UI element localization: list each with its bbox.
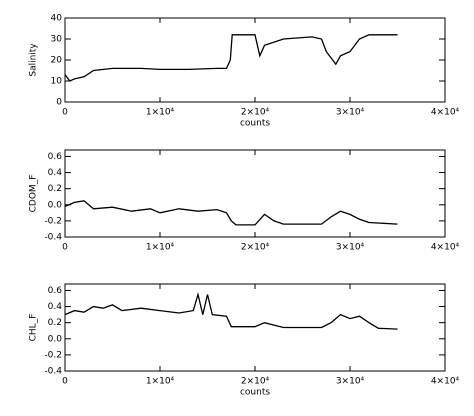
x-tick-label: 2×10⁴ — [241, 108, 270, 118]
x-tick-label: 1×10⁴ — [146, 377, 175, 387]
x-tick-label: 4×10⁴ — [431, 243, 460, 253]
y-tick-label: 0.4 — [48, 168, 63, 178]
y-tick-label: 0.0 — [48, 334, 63, 344]
y-tick-label: 0.0 — [48, 200, 63, 210]
x-tick-label: 4×10⁴ — [431, 108, 460, 118]
y-tick-label: -0.2 — [44, 216, 62, 226]
x-axis-label: counts — [240, 388, 270, 398]
y-tick-label: 20 — [51, 56, 63, 66]
x-tick-label: 0 — [62, 377, 68, 387]
x-tick-label: 2×10⁴ — [241, 243, 270, 253]
plot-frame — [64, 283, 446, 372]
plot-frame — [64, 17, 446, 103]
y-tick-label: 0.6 — [48, 286, 63, 296]
y-tick-label: 0.2 — [48, 184, 62, 194]
data-line — [64, 291, 398, 330]
y-tick-label: -0.4 — [44, 367, 62, 377]
x-tick-label: 3×10⁴ — [336, 243, 365, 253]
y-tick-label: 10 — [51, 77, 63, 87]
y-tick-label: 0.2 — [48, 318, 62, 328]
x-tick-label: 2×10⁴ — [241, 377, 270, 387]
x-tick-label: 1×10⁴ — [146, 243, 175, 253]
y-tick-label: 30 — [51, 35, 63, 45]
y-tick-label: 40 — [51, 14, 63, 24]
y-tick-label: 0.6 — [48, 152, 63, 162]
y-axis-label: CHL_F — [29, 314, 39, 342]
data-line — [64, 200, 398, 226]
x-tick-label: 0 — [62, 108, 68, 118]
y-tick-label: 0 — [56, 98, 62, 108]
y-axis-label: Salinity — [29, 43, 39, 77]
data-line — [64, 34, 398, 82]
x-axis-label: counts — [240, 119, 270, 129]
y-tick-label: -0.4 — [44, 233, 62, 243]
x-tick-label: 0 — [62, 243, 68, 253]
y-axis-label: CDOM_F — [29, 175, 39, 213]
x-tick-label: 4×10⁴ — [431, 377, 460, 387]
x-tick-label: 3×10⁴ — [336, 377, 365, 387]
y-tick-label: -0.2 — [44, 350, 62, 360]
y-tick-label: 0.4 — [48, 302, 63, 312]
x-tick-label: 1×10⁴ — [146, 108, 175, 118]
x-tick-label: 3×10⁴ — [336, 108, 365, 118]
